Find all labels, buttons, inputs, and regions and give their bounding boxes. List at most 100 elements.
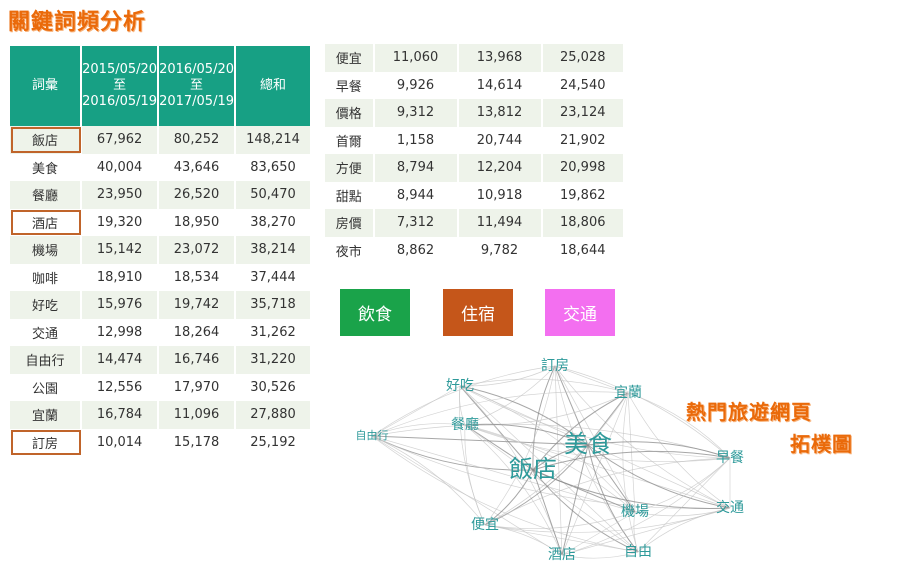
table-row: 美食 40,004 43,646 83,650 (10, 153, 310, 181)
word-cell: 價格 (325, 99, 375, 127)
table-row: 房價 7,312 11,494 18,806 (325, 209, 623, 237)
graph-edge (464, 392, 629, 426)
period1-cell: 12,556 (82, 373, 160, 401)
graph-edge (371, 435, 589, 446)
period2-cell: 23,072 (159, 236, 236, 264)
word-cell: 飯店 (10, 126, 83, 154)
period1-cell: 15,976 (82, 291, 160, 319)
total-cell: 18,644 (542, 236, 623, 264)
graph-node-0: 訂房 (541, 358, 569, 374)
graph-edge (459, 385, 731, 459)
graph-node-4: 餐廳 (451, 416, 479, 433)
period2-cell: 17,970 (159, 373, 236, 401)
table-row: 夜市 8,862 9,782 18,644 (325, 236, 623, 264)
category-lodging-button[interactable]: 住宿 (443, 289, 513, 336)
graph-edge (464, 424, 639, 553)
period1-cell: 8,862 (374, 236, 459, 264)
word-cell: 宜蘭 (10, 401, 83, 429)
graph-node-11: 酒店 (548, 547, 576, 563)
period2-cell: 20,744 (458, 126, 543, 154)
table-header-row: 詞彙 2015/05/20 至 2016/05/19 2016/05/20 至 … (10, 46, 310, 126)
category-transport-button[interactable]: 交通 (545, 289, 615, 336)
word-cell: 美食 (10, 153, 83, 181)
period1-cell: 8,944 (374, 181, 459, 209)
graph-edge (532, 469, 639, 553)
period2-cell: 19,742 (159, 291, 236, 319)
graph-title-line1: 熱門旅遊網頁 (686, 400, 812, 424)
word-cell: 早餐 (325, 71, 375, 99)
page-title: 關鍵詞頻分析 (8, 10, 147, 35)
graph-edge (464, 424, 534, 471)
table-row: 便宜 11,060 13,968 25,028 (325, 44, 623, 72)
period2-cell: 18,950 (159, 208, 236, 236)
total-cell: 21,902 (542, 126, 623, 154)
total-cell: 38,214 (236, 236, 310, 264)
period2-cell: 43,646 (159, 153, 236, 181)
graph-edge (587, 444, 731, 509)
graph-edge (561, 511, 636, 556)
table-row: 甜點 8,944 10,918 19,862 (325, 181, 623, 209)
word-cell: 夜市 (325, 236, 375, 264)
table-row: 餐廳 23,950 26,520 50,470 (10, 181, 310, 209)
total-cell: 31,220 (236, 346, 310, 374)
word-cell: 房價 (325, 209, 375, 237)
total-cell: 37,444 (236, 263, 310, 291)
graph-edge (484, 444, 589, 526)
graph-title-line2: 拓樸圖 (790, 432, 853, 456)
period2-cell: 80,252 (159, 126, 236, 154)
graph-node-7: 早餐 (716, 450, 744, 466)
graph-edge (371, 435, 731, 509)
graph-edge (532, 450, 731, 471)
period1-cell: 8,794 (374, 154, 459, 182)
graph-edges (371, 365, 731, 559)
graph-edge (627, 392, 731, 459)
graph-edge (459, 385, 589, 446)
period1-cell: 15,142 (82, 236, 160, 264)
graph-edge (554, 365, 731, 459)
graph-edge (459, 378, 629, 394)
graph-node-10: 便宜 (471, 517, 499, 533)
graph-edge (464, 424, 731, 509)
header-period-2: 2016/05/20 至 2017/05/19 (159, 46, 236, 126)
graph-node-2: 宜蘭 (614, 385, 642, 401)
word-cell: 咖啡 (10, 263, 83, 291)
graph-edge (464, 424, 563, 556)
category-food-button[interactable]: 飲食 (340, 289, 410, 336)
period2-cell: 11,494 (458, 209, 543, 237)
period1-cell: 67,962 (82, 126, 160, 154)
graph-edge (464, 424, 731, 463)
total-cell: 38,270 (236, 208, 310, 236)
graph-edge (637, 457, 731, 553)
period1-cell: 40,004 (82, 153, 160, 181)
graph-node-9: 交通 (716, 499, 744, 516)
graph-edge (587, 444, 639, 553)
period1-cell: 11,060 (374, 44, 459, 72)
word-cell: 公園 (10, 373, 83, 401)
word-cell: 自由行 (10, 346, 83, 374)
period2-cell: 13,968 (458, 44, 543, 72)
header-period-1: 2015/05/20 至 2016/05/19 (82, 46, 160, 126)
period2-cell: 18,264 (159, 318, 236, 346)
word-cell: 訂房 (10, 428, 83, 456)
graph-edge (554, 365, 629, 394)
period1-cell: 18,910 (82, 263, 160, 291)
period2-cell: 10,918 (458, 181, 543, 209)
period1-cell: 16,784 (82, 401, 160, 429)
graph-edge (371, 423, 731, 459)
word-cell: 便宜 (325, 44, 375, 72)
graph-edge (484, 511, 636, 530)
keyword-frequency-table: 詞彙 2015/05/20 至 2016/05/19 2016/05/20 至 … (10, 46, 310, 456)
graph-edge (532, 444, 589, 471)
period2-cell: 26,520 (159, 181, 236, 209)
graph-edge (637, 507, 731, 553)
period1-cell: 10,014 (82, 428, 160, 456)
period1-cell: 12,998 (82, 318, 160, 346)
word-cell: 甜點 (325, 181, 375, 209)
table-row: 酒店 19,320 18,950 38,270 (10, 208, 310, 236)
graph-edge (371, 435, 486, 526)
total-cell: 50,470 (236, 181, 310, 209)
graph-edge (484, 365, 556, 526)
graph-edge (459, 385, 731, 509)
table-row: 交通 12,998 18,264 31,262 (10, 318, 310, 346)
